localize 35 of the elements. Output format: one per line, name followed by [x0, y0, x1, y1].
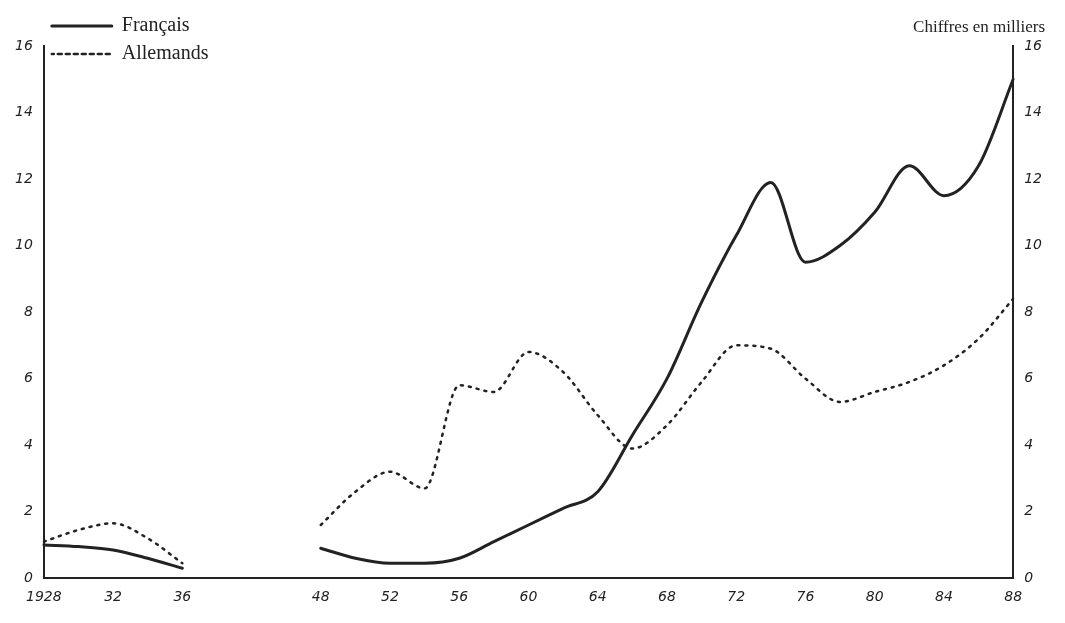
x-tick-label: 1928 [25, 588, 62, 605]
y2-tick-label: 0 [1024, 568, 1034, 585]
legend-label: Français [121, 13, 190, 37]
y2-tick-label: 16 [1024, 36, 1043, 53]
x-tick-label: 60 [519, 588, 538, 605]
y-tick-label: 12 [14, 169, 33, 186]
y2-tick-label: 12 [1024, 169, 1043, 186]
x-tick-label: 64 [588, 588, 607, 605]
y2-tick-label: 8 [1024, 302, 1034, 319]
y-tick-label: 6 [23, 369, 33, 386]
x-tick-label: 36 [173, 588, 192, 605]
y2-tick-label: 2 [1024, 502, 1034, 519]
x-tick-label: 32 [104, 588, 123, 605]
y-tick-label: 0 [23, 568, 33, 585]
y2-tick-label: 6 [1024, 369, 1034, 386]
x-tick-label: 76 [796, 588, 815, 605]
x-tick-label: 56 [450, 588, 469, 605]
y2-tick-label: 10 [1024, 236, 1043, 253]
y-tick-label: 10 [14, 236, 33, 253]
y2-tick-label: 14 [1024, 103, 1043, 120]
x-tick-label: 48 [311, 588, 330, 605]
y-tick-label: 14 [14, 103, 33, 120]
x-tick-label: 72 [727, 588, 746, 605]
x-tick-label: 80 [865, 588, 884, 605]
y-tick-label: 4 [23, 435, 33, 452]
x-tick-label: 88 [1004, 588, 1023, 605]
y-tick-label: 8 [23, 302, 33, 319]
legend-label: Allemands [121, 41, 209, 64]
y2-tick-label: 4 [1024, 435, 1034, 452]
y2-axis-title: Chiffres en milliers [913, 16, 1045, 36]
x-tick-label: 68 [658, 588, 676, 605]
y-tick-label: 2 [23, 502, 33, 519]
x-tick-label: 52 [381, 588, 400, 605]
x-tick-label: 84 [935, 588, 953, 605]
y-tick-label: 16 [14, 36, 33, 53]
